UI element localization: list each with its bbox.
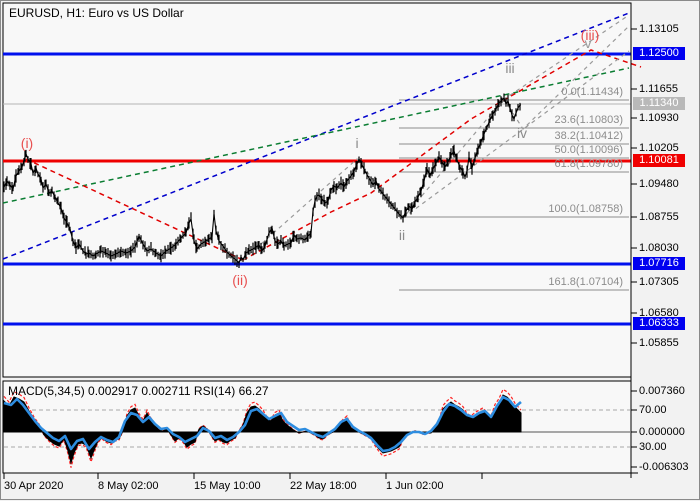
fib-label-6: 161.8(1.07104) xyxy=(548,276,623,288)
wave-path-red-up xyxy=(242,49,642,261)
price-badge-1.11340: 1.11340 xyxy=(633,97,685,110)
wave-path-red-down xyxy=(25,158,244,261)
price-tick-label-4: 1.09480 xyxy=(639,178,679,190)
date-label-1: 8 May 02:00 xyxy=(98,480,159,492)
indicator-label: MACD(5,34,5) 0.002917 0.002711 RSI(14) 6… xyxy=(8,384,269,398)
wave-label-ii: ii xyxy=(398,227,406,243)
chart-title: EURUSD, H1: Euro vs US Dollar xyxy=(9,6,184,20)
zigzag-gray xyxy=(242,25,630,261)
price-tick-label-7: 1.07305 xyxy=(639,276,679,288)
indicator-tick-label-2: 0.000000 xyxy=(639,426,685,438)
price-badge-1.12500: 1.12500 xyxy=(633,47,685,60)
candles xyxy=(3,93,521,268)
price-badge-1.06333: 1.06333 xyxy=(633,317,685,330)
date-label-4: 1 Jun 02:00 xyxy=(386,480,444,492)
fib-label-4: 61.8(1.09780) xyxy=(554,158,624,170)
main-chart-panel[interactable] xyxy=(2,2,632,378)
price-tick-label-3: 1.10205 xyxy=(639,142,679,154)
price-badge-1.07716: 1.07716 xyxy=(633,257,685,270)
wave-label-i: i xyxy=(355,135,359,151)
wave-label-iii: iii xyxy=(505,60,515,76)
wave-label-iii: (iii) xyxy=(580,27,600,43)
date-label-0: 30 Apr 2020 xyxy=(4,480,64,492)
indicator-tick-label-1: 70.00 xyxy=(639,404,667,416)
fib-label-2: 38.2(1.10412) xyxy=(554,130,624,142)
channel-gray-upper xyxy=(502,14,630,101)
wave-label-ii: (ii) xyxy=(232,272,248,288)
price-badge-1.10081: 1.10081 xyxy=(633,154,685,167)
rsi-line xyxy=(3,395,522,453)
wave-label-iv: iv xyxy=(516,125,528,141)
wave-label-v: v xyxy=(584,35,592,51)
fib-label-1: 23.6(1.10803) xyxy=(554,114,624,126)
indicator-tick-label-4: -0.006303 xyxy=(639,461,689,473)
uptrend-green xyxy=(2,67,630,204)
price-tick-label-1: 1.11655 xyxy=(639,83,678,95)
indicator-panel[interactable] xyxy=(2,380,632,474)
price-tick-label-8: 1.06580 xyxy=(639,307,679,319)
price-tick-label-0: 1.13105 xyxy=(639,23,679,35)
indicator-tick-label-0: 0.007360 xyxy=(639,385,685,397)
fib-label-5: 100.0(1.08758) xyxy=(548,203,623,215)
fib-label-0: 0.0(1.11434) xyxy=(561,86,623,98)
price-tick-label-2: 1.10930 xyxy=(639,112,679,124)
channel-gray-lower xyxy=(402,50,630,219)
indicator-tick-label-3: 30.00 xyxy=(639,441,667,453)
price-tick-label-6: 1.08030 xyxy=(639,242,679,254)
date-label-2: 15 May 10:00 xyxy=(194,480,261,492)
uptrend-blue xyxy=(2,12,630,260)
date-label-3: 22 May 18:00 xyxy=(290,480,357,492)
price-tick-label-5: 1.08755 xyxy=(639,211,679,223)
fib-label-3: 50.0(1.10096) xyxy=(554,144,624,156)
price-tick-label-9: 1.05855 xyxy=(639,337,679,349)
wave-label-i: (i) xyxy=(20,135,34,151)
